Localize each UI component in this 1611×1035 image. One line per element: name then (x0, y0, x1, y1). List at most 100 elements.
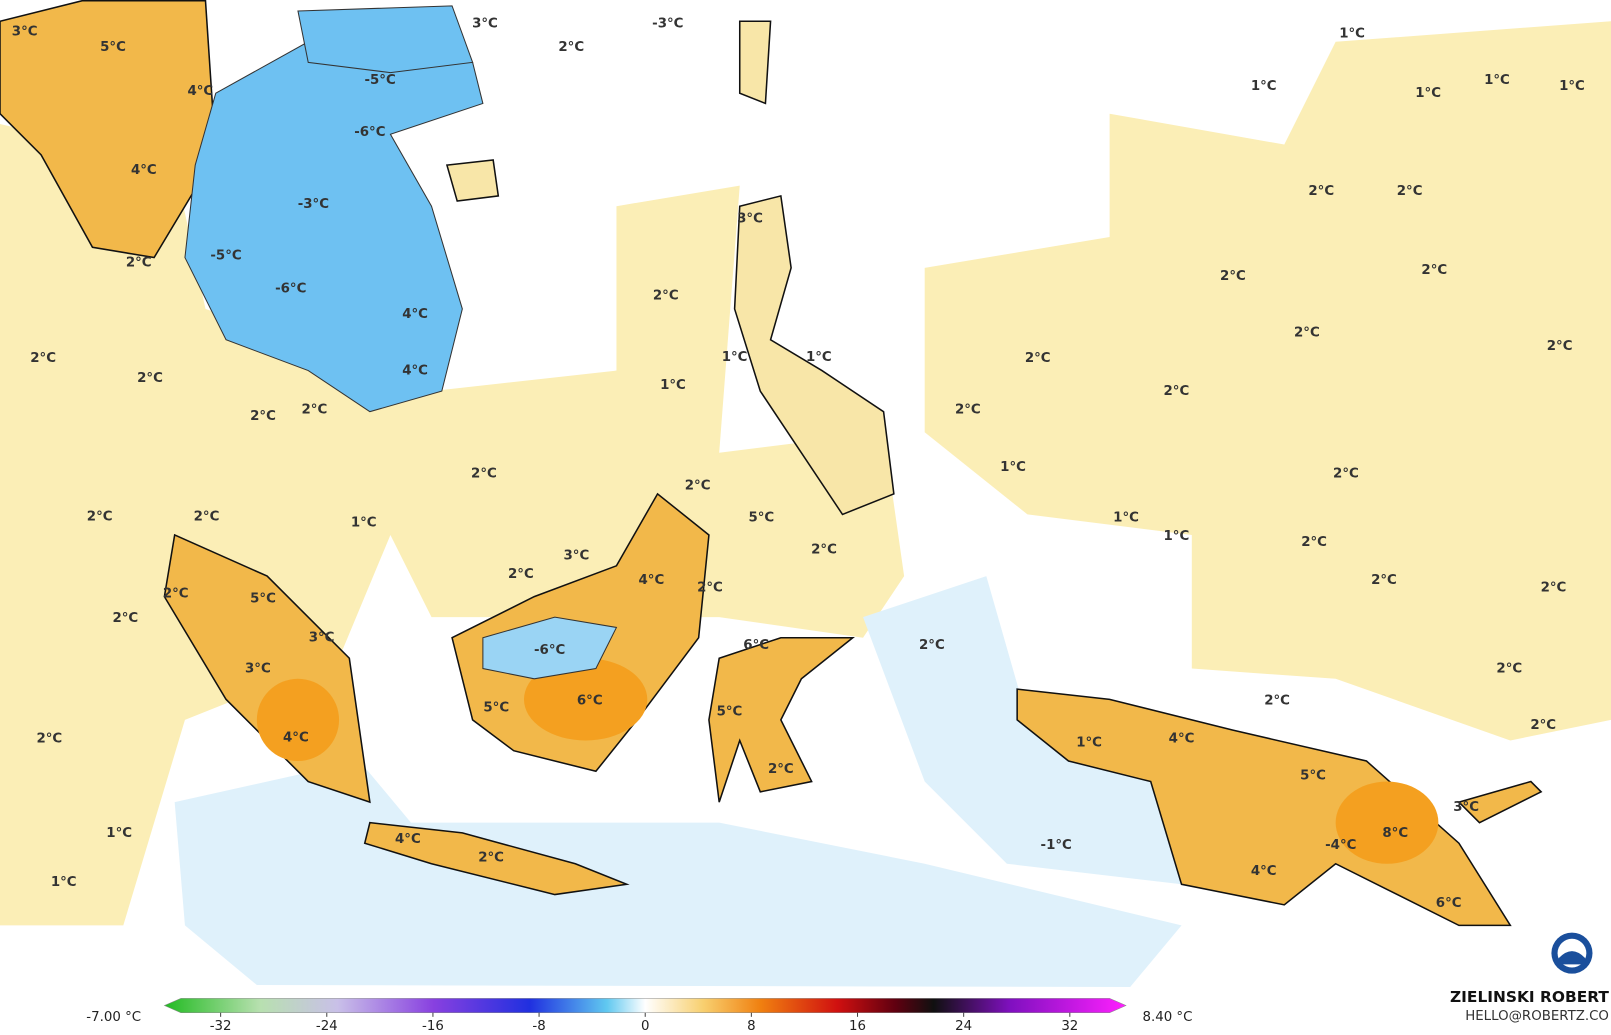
colorbar-tick-label: -16 (422, 1019, 444, 1034)
colorbar: -7.00 °C 8.40 °C -32 -24 -16 -8 0 8 16 24 32 (86, 998, 1192, 1034)
temperature-label: 2°C (1530, 718, 1556, 733)
temperature-label: 4°C (131, 163, 157, 178)
temperature-label: -3°C (652, 16, 683, 31)
temperature-label: 2°C (194, 509, 220, 524)
temperature-label: 3°C (12, 25, 38, 40)
temperature-label: 3°C (309, 631, 335, 646)
temperature-label: 2°C (302, 403, 328, 418)
temperature-label: -6°C (354, 125, 385, 140)
land-hot (256, 658, 1439, 864)
temperature-label: 4°C (1251, 864, 1277, 879)
temperature-label: 3°C (245, 662, 271, 677)
colorbar-tick-label: -8 (532, 1019, 545, 1034)
map (0, 0, 1611, 988)
temperature-label: 3°C (737, 212, 763, 227)
temperature-label: -6°C (275, 281, 306, 296)
colorbar-tick-label: 24 (955, 1019, 972, 1034)
temperature-label: 2°C (1333, 466, 1359, 481)
temperature-label: -6°C (534, 643, 565, 658)
temperature-label: 6°C (743, 638, 769, 653)
temperature-label: 2°C (919, 638, 945, 653)
temperature-label: 2°C (697, 580, 723, 595)
map-labels: 3°C 5°C 3°C -3°C 2°C 1°C 1°C 1°C 1°C 1°C -5°C 4°C -6… (12, 16, 1585, 910)
temperature-label: 5°C (250, 592, 276, 607)
temperature-label: 2°C (250, 409, 276, 424)
temperature-label: 1°C (1251, 79, 1277, 94)
temperature-label: 2°C (87, 509, 113, 524)
temperature-label: 6°C (577, 693, 603, 708)
colorbar-tick-label: 8 (747, 1019, 756, 1034)
temperature-label: 5°C (483, 701, 509, 716)
temperature-label: 2°C (30, 351, 56, 366)
temperature-label: 2°C (1541, 580, 1567, 595)
temperature-label: 2°C (163, 587, 189, 602)
temperature-label: 3°C (564, 549, 590, 564)
noaa-logo (1551, 932, 1593, 974)
temperature-label: 2°C (471, 466, 497, 481)
islands (445, 20, 895, 516)
temperature-label: 2°C (558, 40, 584, 55)
temperature-label: 2°C (1220, 269, 1246, 284)
temperature-label: 2°C (1397, 184, 1423, 199)
colorbar-tick-label: 32 (1061, 1019, 1078, 1034)
temperature-label: 2°C (1547, 339, 1573, 354)
temperature-label: 1°C (1164, 529, 1190, 544)
temperature-label: 1°C (351, 516, 377, 531)
temperature-label: 4°C (402, 364, 428, 379)
temperature-label: 2°C (955, 403, 981, 418)
temperature-label: 2°C (811, 542, 837, 557)
temperature-label: 2°C (508, 567, 534, 582)
temperature-label: 2°C (126, 256, 152, 271)
temperature-label: 2°C (478, 851, 504, 866)
temperature-label: 2°C (1025, 351, 1051, 366)
temperature-label: 2°C (137, 371, 163, 386)
temperature-label: 1°C (1415, 86, 1441, 101)
temperature-label: -5°C (364, 73, 395, 88)
credit-email: HELLO@ROBERTZ.CO (1465, 1009, 1609, 1024)
temperature-label: 2°C (1294, 326, 1320, 341)
cool-sea (174, 576, 1192, 988)
temperature-label: 2°C (685, 479, 711, 494)
credit-name: ZIELINSKI ROBERT (1450, 988, 1609, 1006)
temperature-label: 1°C (1076, 736, 1102, 751)
temperature-label: -4°C (1325, 838, 1356, 853)
temperature-label: 4°C (395, 832, 421, 847)
temperature-label: 4°C (639, 573, 665, 588)
temperature-label: 1°C (1559, 79, 1585, 94)
temperature-label: -5°C (210, 249, 241, 264)
temperature-label: 1°C (722, 350, 748, 365)
temperature-label: 2°C (36, 731, 62, 746)
temperature-label: 1°C (1113, 511, 1139, 526)
temperature-label: 8°C (1382, 826, 1408, 841)
temperature-label: -3°C (298, 197, 329, 212)
colorbar-tick-label: -24 (316, 1019, 338, 1034)
temperature-label: 2°C (1164, 384, 1190, 399)
temperature-label: 5°C (717, 705, 743, 720)
temperature-label: 4°C (1169, 731, 1195, 746)
temperature-label: 5°C (1300, 768, 1326, 783)
temperature-label: 2°C (112, 611, 138, 626)
temperature-label: 1°C (106, 826, 132, 841)
temperature-label: 2°C (653, 289, 679, 304)
temperature-label: 2°C (1308, 184, 1334, 199)
temperature-label: 2°C (1371, 573, 1397, 588)
temperature-label: 4°C (187, 84, 213, 99)
temperature-label: 4°C (402, 307, 428, 322)
temperature-label: 1°C (1000, 460, 1026, 475)
colorbar-max: 8.40 °C (1142, 1010, 1192, 1025)
colorbar-min: -7.00 °C (86, 1010, 141, 1025)
temperature-label: 4°C (283, 730, 309, 745)
temperature-label: 2°C (768, 762, 794, 777)
colorbar-tick-label: 16 (849, 1019, 866, 1034)
temperature-label: 2°C (1421, 263, 1447, 278)
temperature-label: 2°C (1264, 693, 1290, 708)
colorbar-tick-label: 0 (641, 1019, 650, 1034)
temperature-label: 5°C (100, 40, 126, 55)
temperature-label: 5°C (748, 511, 774, 526)
temperature-label: 2°C (1496, 662, 1522, 677)
colorbar-bar (163, 998, 1127, 1013)
temperature-label: 6°C (1436, 896, 1462, 911)
temperature-label: 1°C (660, 378, 686, 393)
temperature-label: 1°C (1339, 27, 1365, 42)
